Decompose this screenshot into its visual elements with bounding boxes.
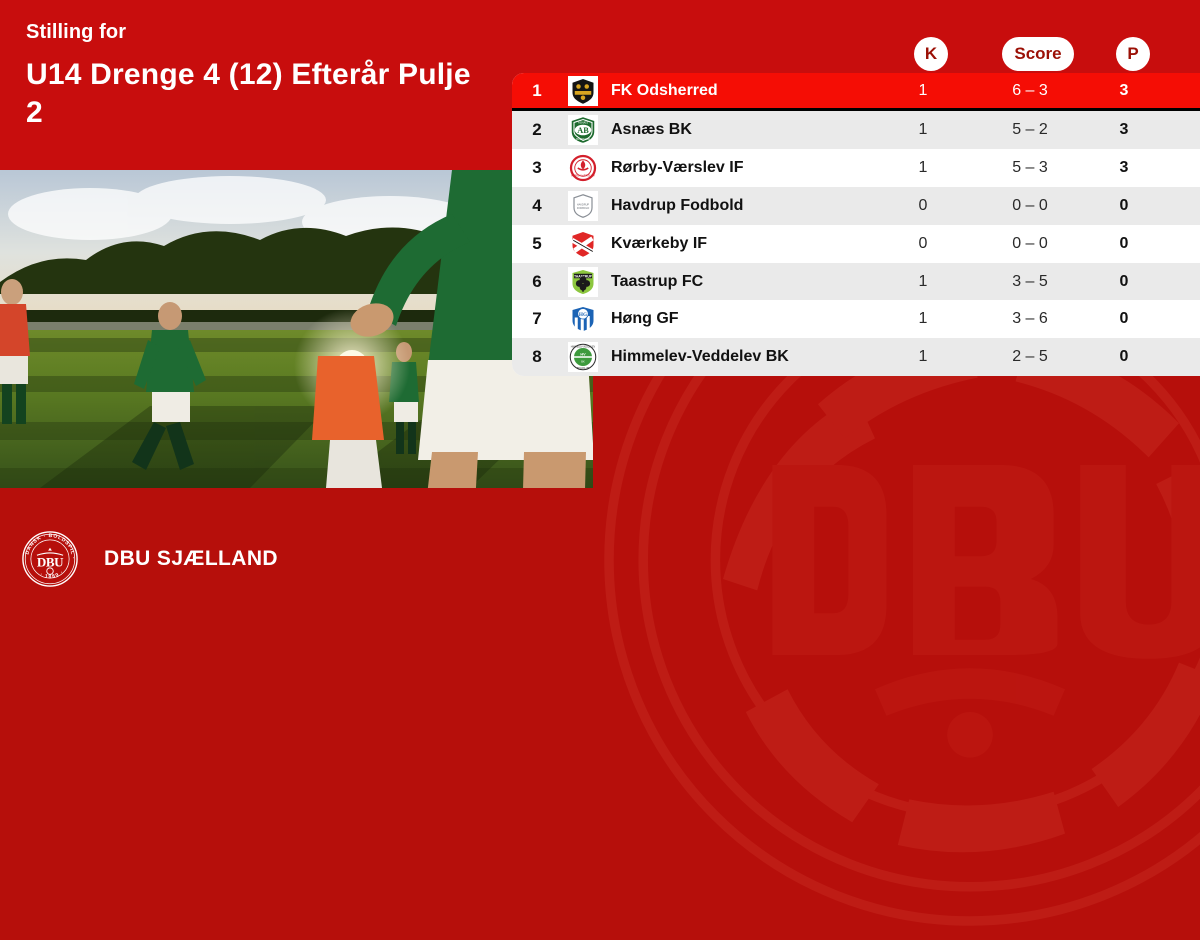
crest-asnaes-bk: AB ASNÆS BOLDKLUB: [566, 114, 600, 145]
page-title: U14 Drenge 4 (12) Efterår Pulje 2: [26, 58, 471, 129]
table-row[interactable]: 2 AB ASNÆS BOLDKLUB Asnæs BK 1 5 – 2 3: [512, 111, 1200, 149]
crest-kvaerkeby-if: [566, 228, 600, 259]
row-matches: 1: [918, 81, 928, 99]
column-header-pills: K Score P: [0, 37, 1200, 71]
table-row[interactable]: 7 HG Høng GF 1 3 – 6 0: [512, 300, 1200, 339]
row-team-name: Havdrup Fodbold: [611, 196, 744, 214]
table-row[interactable]: 5 Kværkeby IF 0 0 – 0 0: [512, 224, 1200, 263]
svg-text:DBU: DBU: [37, 554, 64, 569]
row-matches: 0: [918, 196, 928, 214]
svg-text:BK: BK: [581, 360, 585, 364]
row-matches: 0: [918, 234, 928, 252]
svg-text:BOLDKLUB: BOLDKLUB: [576, 137, 590, 141]
crest-fk-odsherred: [566, 75, 600, 106]
svg-text:· 1889 ·: · 1889 ·: [39, 569, 66, 580]
row-score: 2 – 5: [1012, 348, 1048, 366]
crest-rorby-vaerslev-if: RØRBY-VÆRSLEV: [566, 152, 600, 183]
row-score: 3 – 6: [1012, 310, 1048, 328]
row-score: 3 – 5: [1012, 272, 1048, 290]
column-header-points: P: [1116, 37, 1150, 71]
row-points: 0: [1119, 310, 1129, 328]
row-rank: 1: [532, 80, 542, 100]
row-rank: 2: [532, 119, 542, 139]
svg-text:HG: HG: [579, 312, 587, 318]
crest-taastrup-fc: TAASTRUP: [566, 266, 600, 297]
row-score: 5 – 2: [1012, 120, 1048, 138]
row-score: 5 – 3: [1012, 158, 1048, 176]
row-points: 0: [1119, 272, 1129, 290]
svg-text:FODBOLD: FODBOLD: [577, 206, 589, 210]
row-points: 0: [1119, 196, 1129, 214]
column-header-score: Score: [1002, 37, 1074, 71]
svg-text:HV: HV: [580, 353, 586, 357]
row-points: 0: [1119, 234, 1129, 252]
row-rank: 5: [532, 233, 542, 253]
row-score: 0 – 0: [1012, 234, 1048, 252]
table-row[interactable]: 3 RØRBY-VÆRSLEV Rørby-Værslev IF 1 5 – 3 3: [512, 148, 1200, 187]
row-team-name: Rørby-Værslev IF: [611, 158, 744, 176]
column-header-matches: K: [914, 37, 948, 71]
row-matches: 1: [918, 310, 928, 328]
row-team-name: Taastrup FC: [611, 272, 704, 290]
standings-rows: 1 FK Odsherred 1 6 – 3 3 2 AB ASNÆS BOLDKLUB Asnæ…: [512, 73, 1200, 376]
svg-text:AB: AB: [577, 126, 589, 135]
row-points: 3: [1119, 158, 1129, 176]
standings-panel: 1 FK Odsherred 1 6 – 3 3 2 AB ASNÆS BOLDKLUB Asnæ…: [512, 73, 1200, 376]
org-name: DBU SJÆLLAND: [104, 547, 278, 570]
row-score: 6 – 3: [1012, 81, 1048, 99]
crest-hong-gf: HG: [566, 304, 600, 335]
row-points: 3: [1119, 120, 1129, 138]
row-rank: 6: [532, 271, 542, 291]
row-score: 0 – 0: [1012, 196, 1048, 214]
table-row[interactable]: 1 FK Odsherred 1 6 – 3 3: [512, 73, 1200, 111]
svg-text:RØRBY-VÆRSLEV: RØRBY-VÆRSLEV: [571, 173, 595, 177]
table-row[interactable]: 8 HV BK HIMMELEV-VEDDELEV BOLDKLUB Himmelev-V…: [512, 338, 1200, 376]
svg-text:BOLDKLUB: BOLDKLUB: [577, 368, 590, 370]
svg-text:HIMMELEV-VEDDELEV: HIMMELEV-VEDDELEV: [571, 347, 596, 349]
row-rank: 7: [532, 309, 542, 329]
footer-branding: DANSK · BOLDSPIL · UNION · 1889 · DBU DB…: [0, 488, 1200, 630]
row-matches: 1: [918, 158, 928, 176]
row-team-name: FK Odsherred: [611, 81, 718, 99]
table-row[interactable]: 6 TAASTRUP Taastrup FC 1 3 – 5 0: [512, 262, 1200, 301]
row-matches: 1: [918, 272, 928, 290]
row-team-name: Asnæs BK: [611, 120, 692, 138]
header-kicker: Stilling for: [26, 21, 127, 43]
match-photo: [0, 170, 593, 488]
row-matches: 1: [918, 120, 928, 138]
svg-text:ASNÆS: ASNÆS: [578, 120, 588, 124]
table-row[interactable]: 4 HAVDRUP FODBOLD Havdrup Fodbold 0 0 – 0 0: [512, 186, 1200, 225]
dbu-logo: DANSK · BOLDSPIL · UNION · 1889 · DBU: [22, 531, 78, 587]
row-team-name: Høng GF: [611, 310, 679, 328]
crest-himmelev-veddelev: HV BK HIMMELEV-VEDDELEV BOLDKLUB: [566, 342, 600, 373]
row-rank: 4: [532, 195, 542, 215]
row-points: 3: [1119, 81, 1129, 99]
row-rank: 3: [532, 157, 542, 177]
svg-text:HAVDRUP: HAVDRUP: [577, 202, 590, 206]
row-team-name: Kværkeby IF: [611, 234, 708, 252]
row-team-name: Himmelev-Veddelev BK: [611, 348, 789, 366]
row-matches: 1: [918, 348, 928, 366]
row-rank: 8: [532, 347, 542, 367]
row-points: 0: [1119, 348, 1129, 366]
crest-havdrup-fodbold: HAVDRUP FODBOLD: [566, 190, 600, 221]
